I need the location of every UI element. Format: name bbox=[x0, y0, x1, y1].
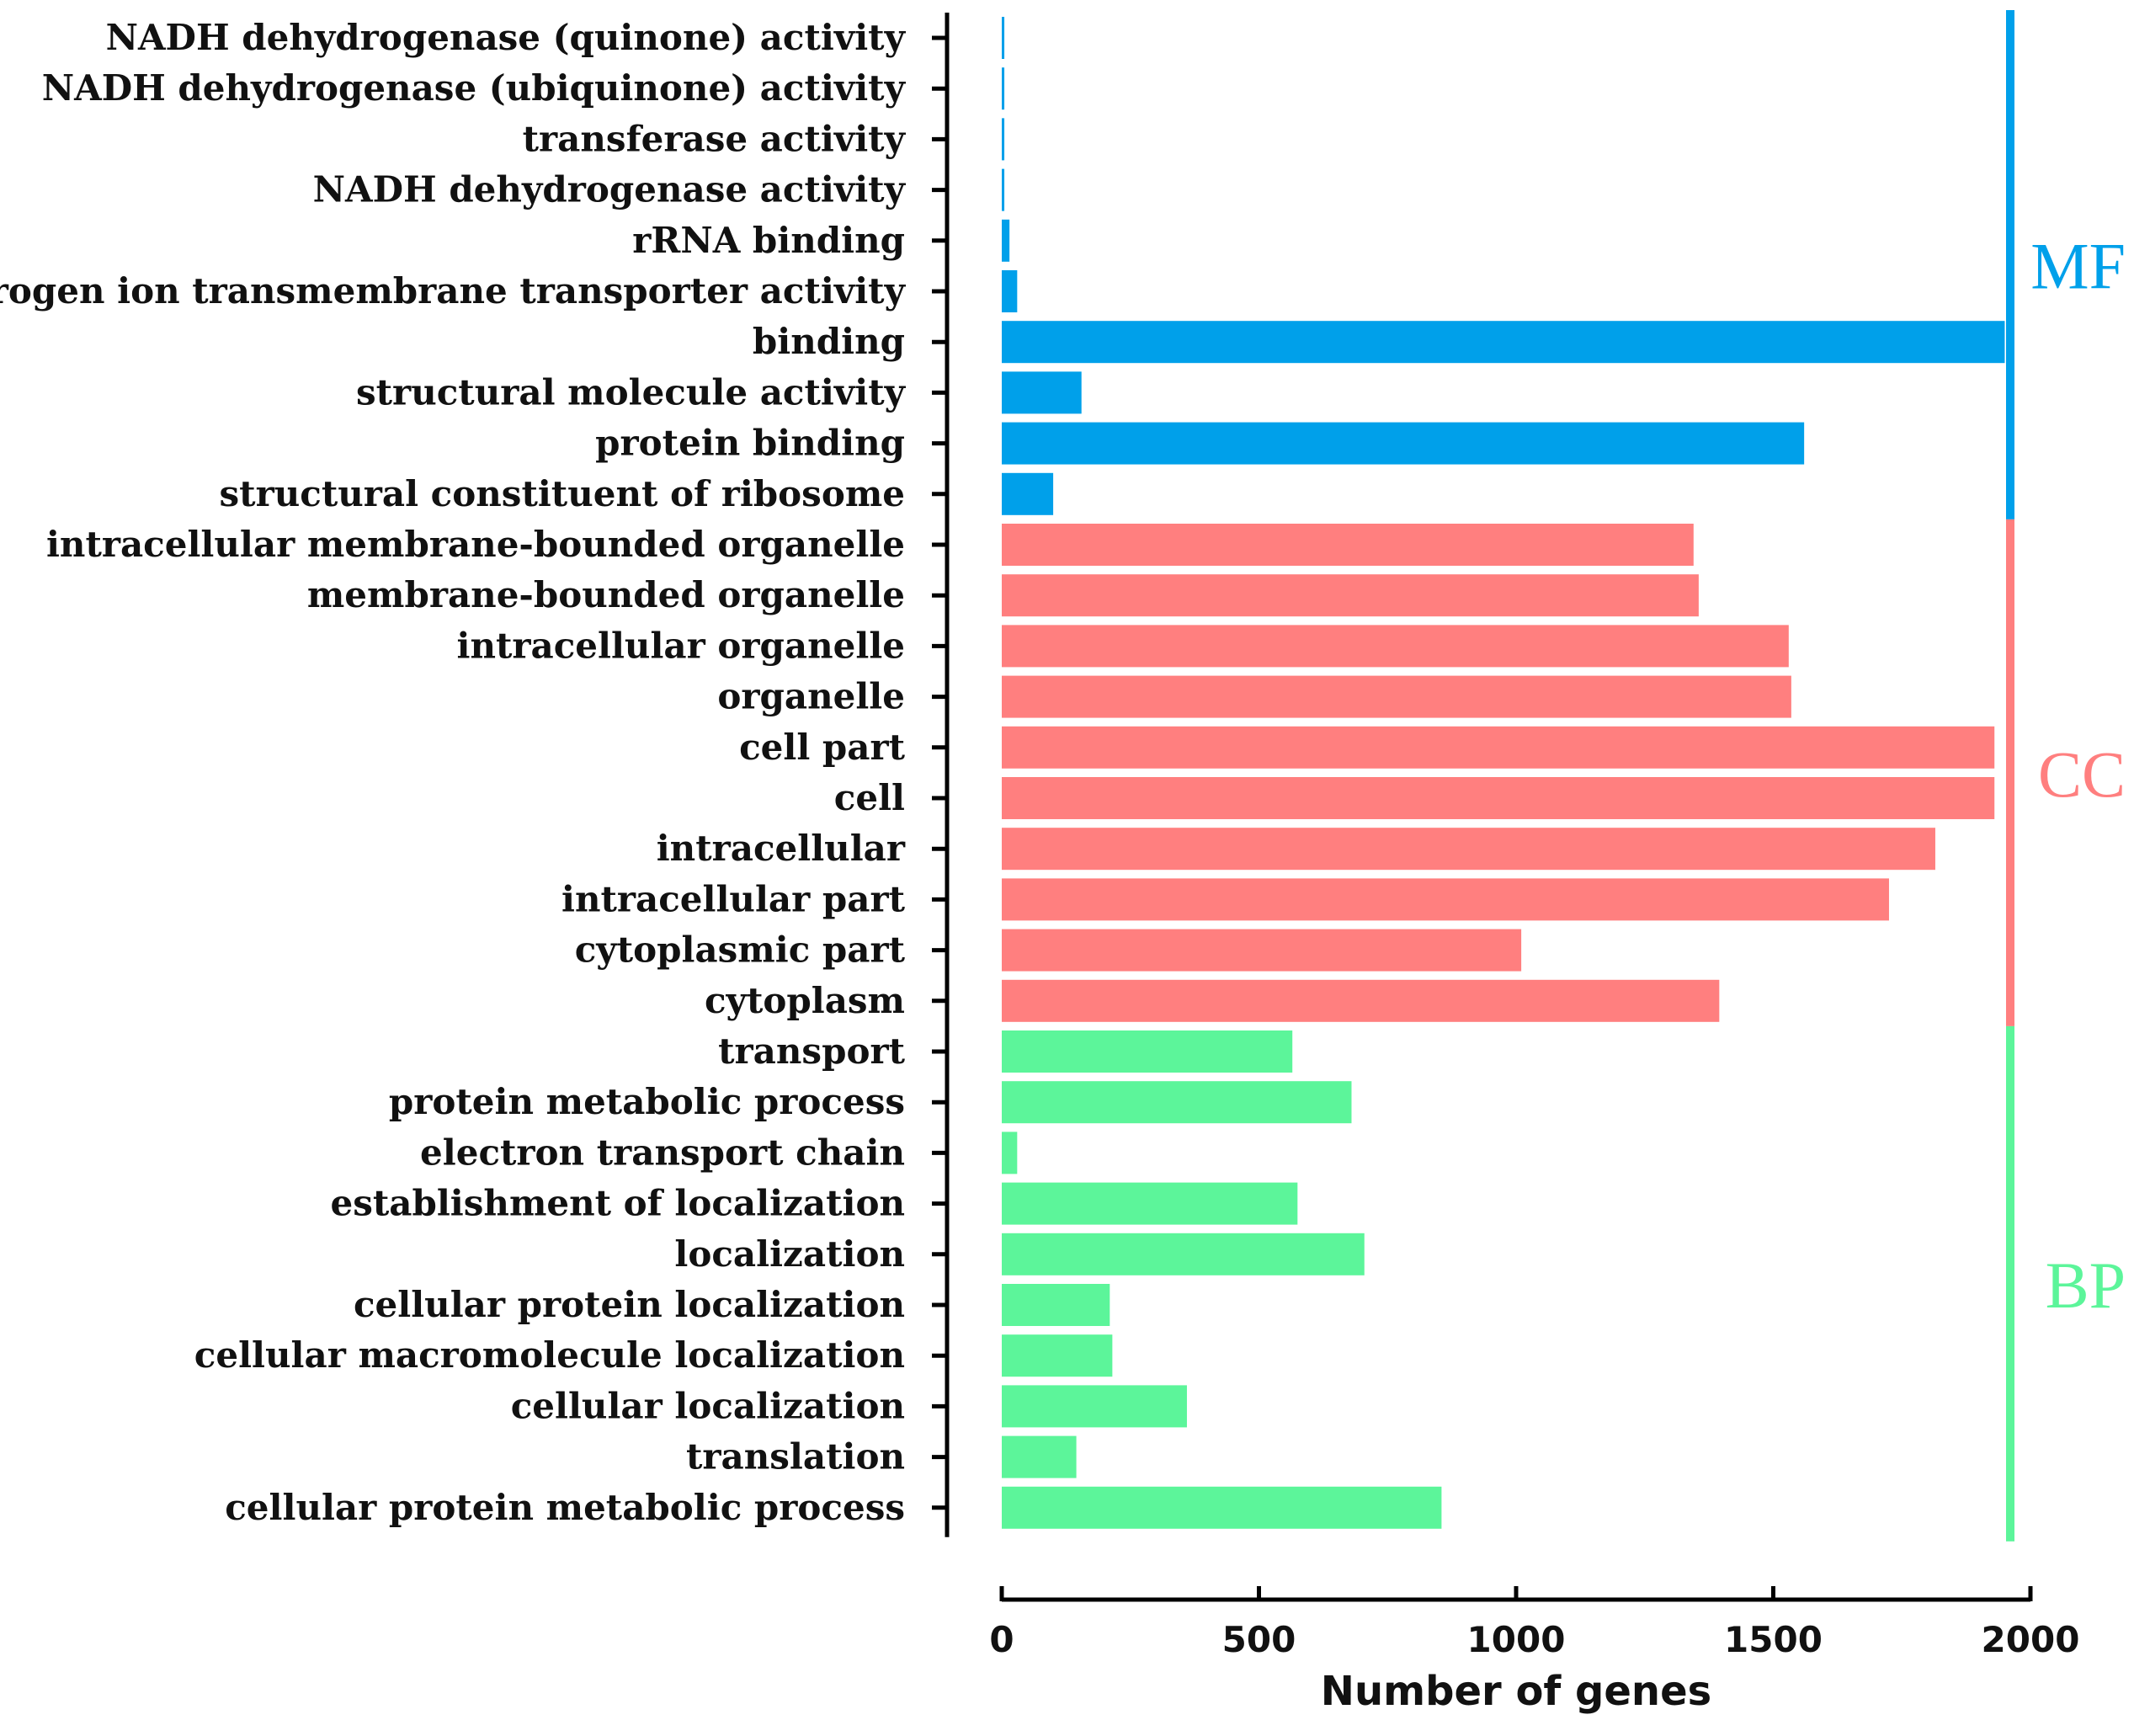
category-label: cellular protein metabolic process bbox=[225, 1487, 905, 1528]
category-label: rRNA binding bbox=[632, 220, 905, 261]
bar bbox=[1002, 878, 1889, 921]
category-label: protein metabolic process bbox=[389, 1081, 905, 1122]
x-tick-label: 500 bbox=[1222, 1619, 1296, 1660]
bar bbox=[1002, 524, 1694, 566]
category-label: transferase activity bbox=[523, 118, 907, 159]
category-label: protein binding bbox=[595, 423, 905, 464]
x-axis-title: Number of genes bbox=[1321, 1668, 1711, 1715]
bar bbox=[1002, 1284, 1110, 1326]
category-label: binding bbox=[753, 321, 905, 362]
bar bbox=[1002, 168, 1005, 211]
category-label: intracellular organelle bbox=[456, 625, 905, 666]
bar bbox=[1002, 67, 1005, 110]
bar bbox=[1002, 1486, 1442, 1529]
bar bbox=[1002, 17, 1005, 59]
group-indicators: MF CC BP bbox=[2006, 10, 2126, 1542]
bar bbox=[1002, 929, 1522, 972]
category-label: cellular protein localization bbox=[354, 1284, 905, 1325]
category-label: cytoplasm bbox=[705, 980, 905, 1021]
group-bracket-cc bbox=[2006, 519, 2014, 1026]
bar bbox=[1002, 675, 1791, 718]
category-label: cytoplasmic part bbox=[575, 929, 906, 971]
bar bbox=[1002, 118, 1005, 161]
x-tick-label: 2000 bbox=[1982, 1619, 2080, 1660]
category-label: transport bbox=[718, 1030, 905, 1072]
bar bbox=[1002, 371, 1082, 414]
category-label: localization bbox=[674, 1233, 905, 1275]
category-labels: NADH dehydrogenase (quinone) activity NAD… bbox=[0, 17, 907, 1528]
category-label: intracellular membrane-bounded organelle bbox=[46, 524, 905, 565]
bars-layer bbox=[1002, 17, 2005, 1529]
category-label: NADH dehydrogenase (quinone) activity bbox=[106, 17, 907, 58]
category-label: intracellular bbox=[657, 828, 906, 869]
group-label-mf: MF bbox=[2030, 229, 2126, 302]
bar bbox=[1002, 472, 1054, 515]
category-label: hydrogen ion transmembrane transporter a… bbox=[0, 270, 907, 312]
category-label: NADH dehydrogenase activity bbox=[313, 169, 907, 210]
bar bbox=[1002, 1435, 1077, 1478]
category-label: translation bbox=[686, 1436, 905, 1478]
group-bracket-bp bbox=[2006, 1025, 2014, 1542]
bar bbox=[1002, 1334, 1113, 1377]
category-label: cell bbox=[834, 777, 905, 818]
x-tick-label: 1500 bbox=[1724, 1619, 1823, 1660]
category-label: organelle bbox=[717, 676, 905, 717]
bar bbox=[1002, 1132, 1018, 1174]
bar bbox=[1002, 828, 1935, 871]
bar bbox=[1002, 1182, 1298, 1225]
bar bbox=[1002, 1081, 1352, 1124]
x-tick-label: 1000 bbox=[1467, 1619, 1566, 1660]
bar bbox=[1002, 1385, 1187, 1428]
bar bbox=[1002, 777, 1995, 819]
category-label: membrane-bounded organelle bbox=[307, 574, 905, 615]
group-label-cc: CC bbox=[2038, 738, 2126, 811]
category-label: cellular macromolecule localization bbox=[194, 1334, 905, 1376]
bar bbox=[1002, 219, 1010, 262]
bar bbox=[1002, 422, 1805, 465]
category-label: electron transport chain bbox=[420, 1132, 905, 1173]
axes: 0 500 1000 1500 2000 Number of genes bbox=[932, 13, 2079, 1715]
group-label-bp: BP bbox=[2046, 1249, 2126, 1322]
category-label: establishment of localization bbox=[331, 1183, 906, 1224]
bar bbox=[1002, 979, 1720, 1022]
bar bbox=[1002, 270, 1018, 312]
category-label: cellular localization bbox=[511, 1385, 905, 1426]
category-label: structural constituent of ribosome bbox=[220, 473, 905, 514]
category-label: intracellular part bbox=[561, 878, 906, 919]
bar bbox=[1002, 321, 2005, 364]
category-label: cell part bbox=[739, 727, 906, 768]
x-tick-label: 0 bbox=[989, 1619, 1014, 1660]
group-bracket-mf bbox=[2006, 10, 2014, 519]
bar bbox=[1002, 726, 1995, 769]
bar bbox=[1002, 574, 1699, 617]
bar bbox=[1002, 1030, 1293, 1073]
category-label: NADH dehydrogenase (ubiquinone) activity bbox=[42, 67, 907, 109]
bar bbox=[1002, 1233, 1365, 1275]
bar bbox=[1002, 625, 1789, 668]
category-label: structural molecule activity bbox=[356, 371, 907, 413]
